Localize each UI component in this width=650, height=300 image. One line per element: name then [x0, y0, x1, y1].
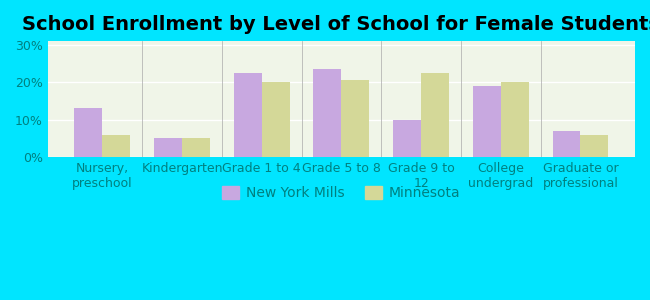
- Bar: [313, 69, 341, 157]
- Bar: [580, 135, 608, 157]
- Legend: New York Mills, Minnesota: New York Mills, Minnesota: [216, 181, 466, 206]
- Bar: [421, 73, 449, 157]
- Bar: [75, 108, 102, 157]
- Bar: [552, 131, 580, 157]
- Bar: [262, 82, 289, 157]
- Title: School Enrollment by Level of School for Female Students: School Enrollment by Level of School for…: [23, 15, 650, 34]
- Bar: [234, 73, 262, 157]
- Bar: [154, 138, 182, 157]
- Bar: [393, 120, 421, 157]
- Bar: [341, 80, 369, 157]
- Bar: [473, 86, 501, 157]
- Bar: [182, 138, 210, 157]
- Bar: [500, 82, 528, 157]
- Bar: [102, 135, 130, 157]
